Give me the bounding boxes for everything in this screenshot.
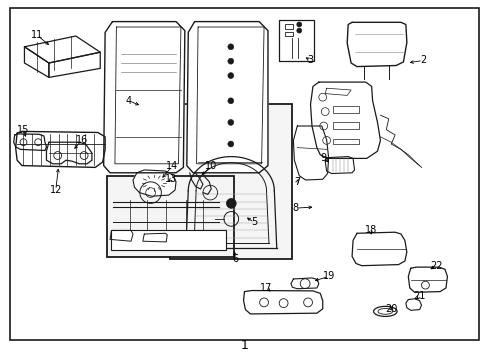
Text: 16: 16 [76,135,88,145]
Text: 9: 9 [320,153,326,163]
Bar [284,32,293,36]
Bar [332,122,359,129]
Text: 7: 7 [294,177,300,187]
Polygon shape [310,82,380,158]
Text: 18: 18 [364,225,376,235]
Bar [284,24,293,29]
Text: 19: 19 [322,271,334,282]
Text: 3: 3 [307,55,313,66]
Polygon shape [407,267,447,292]
Text: 1: 1 [240,339,248,352]
Text: 15: 15 [17,125,30,135]
Polygon shape [186,22,267,173]
Bar [332,139,359,144]
Polygon shape [49,52,100,77]
Circle shape [296,22,301,27]
Polygon shape [14,134,46,150]
Circle shape [227,58,233,64]
Text: 4: 4 [126,96,132,106]
Polygon shape [290,278,318,289]
Text: 2: 2 [419,55,425,66]
Ellipse shape [377,309,392,314]
Polygon shape [16,131,105,167]
Bar [170,104,292,259]
Circle shape [296,28,301,33]
Circle shape [227,141,233,147]
Circle shape [227,98,233,104]
Text: 17: 17 [260,283,272,293]
Text: 8: 8 [292,203,298,213]
Polygon shape [103,22,184,173]
Polygon shape [351,232,406,266]
Polygon shape [24,47,49,77]
Polygon shape [24,36,100,63]
Text: 22: 22 [429,261,442,271]
Bar [278,20,313,61]
Circle shape [227,44,233,50]
Circle shape [226,198,236,208]
Circle shape [227,120,233,125]
Text: 10: 10 [204,161,217,171]
Text: 6: 6 [232,254,238,264]
Bar [111,230,226,250]
Polygon shape [346,22,406,67]
Polygon shape [46,142,92,164]
Text: 14: 14 [165,161,178,171]
Text: 20: 20 [384,304,397,314]
Polygon shape [133,170,176,196]
Text: 12: 12 [49,185,62,195]
Bar [332,106,359,113]
Ellipse shape [373,306,396,316]
Polygon shape [325,157,354,174]
Bar [106,176,233,257]
Text: 5: 5 [251,217,257,228]
Text: 13: 13 [164,174,177,184]
Polygon shape [243,291,322,314]
Text: 21: 21 [412,291,425,301]
Text: 11: 11 [31,30,43,40]
Circle shape [227,73,233,78]
Polygon shape [405,299,421,310]
